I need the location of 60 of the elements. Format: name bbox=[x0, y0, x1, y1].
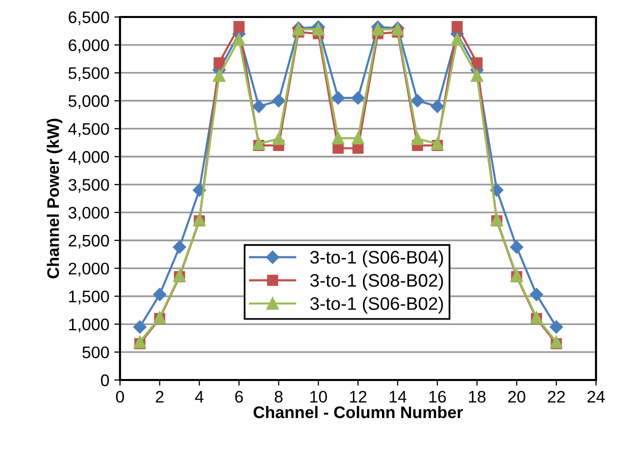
point bbox=[550, 320, 563, 334]
y-tick-label: 6,000 bbox=[68, 39, 109, 54]
point bbox=[332, 91, 345, 105]
x-tick-label: 10 bbox=[310, 390, 327, 403]
y-tick-label: 500 bbox=[82, 346, 109, 358]
legend-label: 3-to-1 (S06-B02) bbox=[310, 296, 443, 314]
point bbox=[212, 69, 226, 82]
point bbox=[351, 91, 365, 105]
y-tick-label: 0 bbox=[100, 374, 109, 386]
y-axis-title: Channel Power (kW) bbox=[46, 118, 62, 278]
point bbox=[430, 100, 444, 113]
y-tick-label: 2,000 bbox=[68, 262, 109, 276]
x-tick-label: 8 bbox=[274, 390, 283, 403]
point bbox=[372, 23, 384, 36]
x-tick-label: 12 bbox=[350, 390, 366, 402]
y-tick-label: 2,500 bbox=[68, 234, 109, 249]
point bbox=[530, 288, 544, 302]
legend-label: 3-to-1 (S06-B04) bbox=[310, 250, 443, 268]
point bbox=[233, 20, 245, 32]
point bbox=[172, 240, 186, 254]
x-tick-label: 22 bbox=[548, 390, 565, 402]
point bbox=[352, 132, 364, 144]
point bbox=[332, 132, 344, 144]
point bbox=[410, 94, 424, 108]
point bbox=[452, 20, 463, 32]
legend-label: 3-to-1 (S08-B02) bbox=[310, 274, 443, 290]
x-tick-label: 6 bbox=[235, 390, 243, 403]
point bbox=[312, 23, 325, 36]
x-tick-label: 4 bbox=[195, 391, 204, 402]
y-tick-label: 5,000 bbox=[68, 95, 109, 109]
x-tick-label: 16 bbox=[429, 390, 446, 403]
point bbox=[470, 69, 484, 82]
point bbox=[450, 33, 464, 46]
y-tick-label: 5,500 bbox=[68, 67, 109, 82]
x-tick-label: 24 bbox=[588, 390, 605, 402]
point bbox=[134, 336, 146, 348]
x-tick-label: 18 bbox=[469, 390, 486, 403]
y-tick-label: 6,500 bbox=[68, 11, 109, 26]
y-tick-label: 3,500 bbox=[68, 178, 109, 193]
x-tick-label: 0 bbox=[116, 390, 124, 403]
y-tick-label: 1,000 bbox=[69, 318, 109, 332]
point bbox=[133, 320, 146, 334]
y-tick-label: 3,000 bbox=[68, 206, 109, 221]
x-tick-label: 20 bbox=[508, 390, 526, 403]
x-axis-title: Channel - Column Number bbox=[254, 406, 463, 418]
point bbox=[550, 336, 563, 348]
point bbox=[510, 240, 524, 254]
y-tick-label: 1,500 bbox=[69, 290, 109, 304]
point bbox=[272, 94, 286, 108]
x-tick-label: 14 bbox=[390, 391, 406, 402]
point bbox=[411, 132, 424, 145]
point bbox=[153, 288, 166, 302]
point bbox=[214, 57, 225, 68]
point bbox=[232, 33, 246, 46]
y-tick-label: 4,500 bbox=[68, 123, 109, 137]
x-tick-label: 2 bbox=[156, 390, 164, 402]
point bbox=[272, 132, 285, 145]
point bbox=[252, 100, 266, 113]
y-tick-label: 4,000 bbox=[68, 151, 109, 165]
point bbox=[471, 57, 483, 68]
